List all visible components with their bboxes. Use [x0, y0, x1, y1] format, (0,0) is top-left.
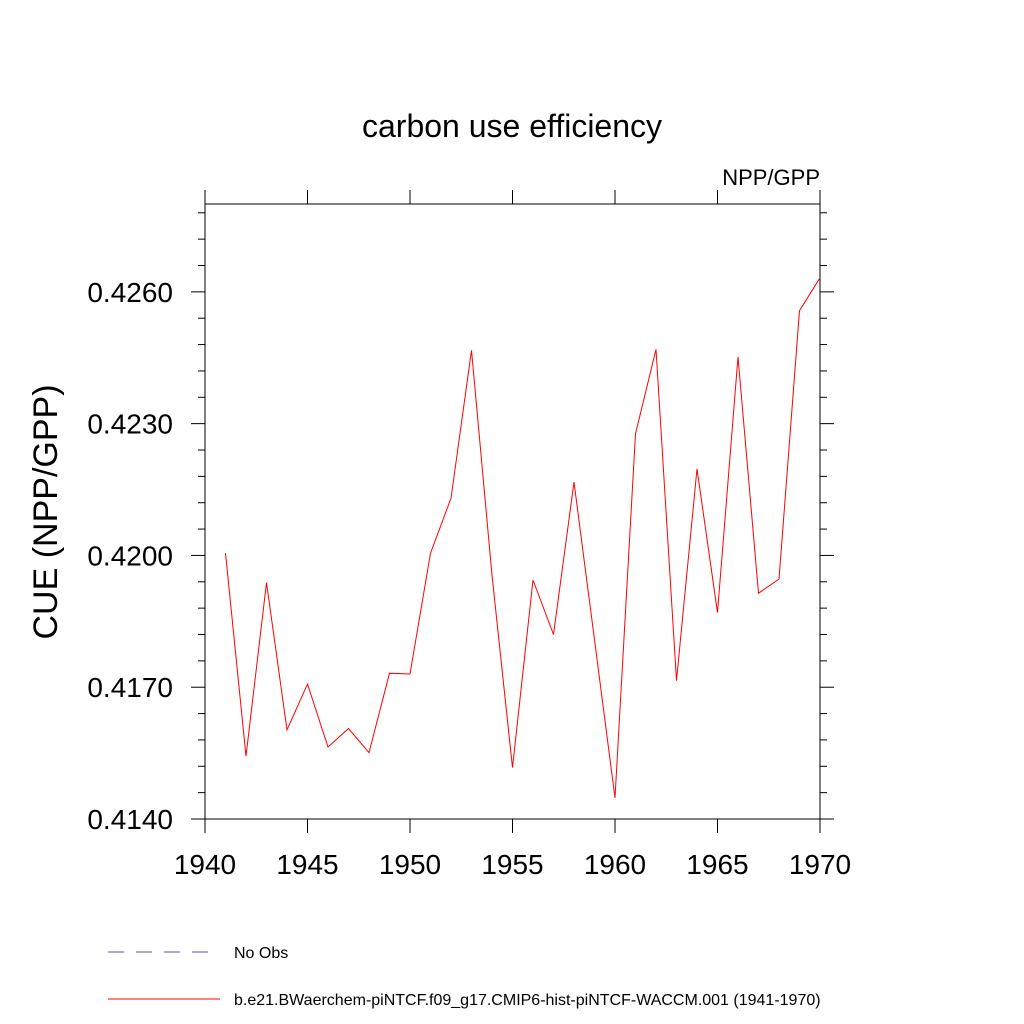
- series-line: [225, 277, 821, 798]
- y-tick-label: 0.4260: [87, 277, 173, 308]
- legend-label: No Obs: [234, 945, 288, 962]
- y-axis-tick-labels: 0.4140 0.4170 0.4200 0.4230 0.4260: [87, 277, 173, 835]
- legend-label: b.e21.BWaerchem-piNTCF.f09_g17.CMIP6-his…: [234, 992, 821, 1009]
- plot-frame: [204, 203, 821, 820]
- y-tick-label: 0.4170: [87, 672, 173, 703]
- x-tick-label: 1970: [789, 849, 851, 880]
- y-tick-label: 0.4140: [87, 804, 173, 835]
- y-axis-label: CUE (NPP/GPP): [27, 384, 65, 639]
- x-tick-label: 1950: [379, 849, 441, 880]
- chart-title: carbon use efficiency: [362, 108, 662, 144]
- legend: No Obs b.e21.BWaerchem-piNTCF.f09_g17.CMI…: [108, 945, 821, 1009]
- x-axis-ticks: [204, 190, 821, 833]
- x-tick-label: 1940: [174, 849, 236, 880]
- series-layer: [225, 277, 821, 798]
- x-tick-label: 1960: [584, 849, 646, 880]
- y-tick-label: 0.4200: [87, 540, 173, 571]
- chart-subtitle: NPP/GPP: [722, 165, 820, 190]
- y-tick-label: 0.4230: [87, 409, 173, 440]
- x-tick-label: 1945: [276, 849, 338, 880]
- x-axis-tick-labels: 1940 1945 1950 1955 1960 1965 1970: [174, 849, 851, 880]
- y-axis-ticks: [191, 212, 834, 820]
- x-tick-label: 1955: [481, 849, 543, 880]
- x-tick-label: 1965: [686, 849, 748, 880]
